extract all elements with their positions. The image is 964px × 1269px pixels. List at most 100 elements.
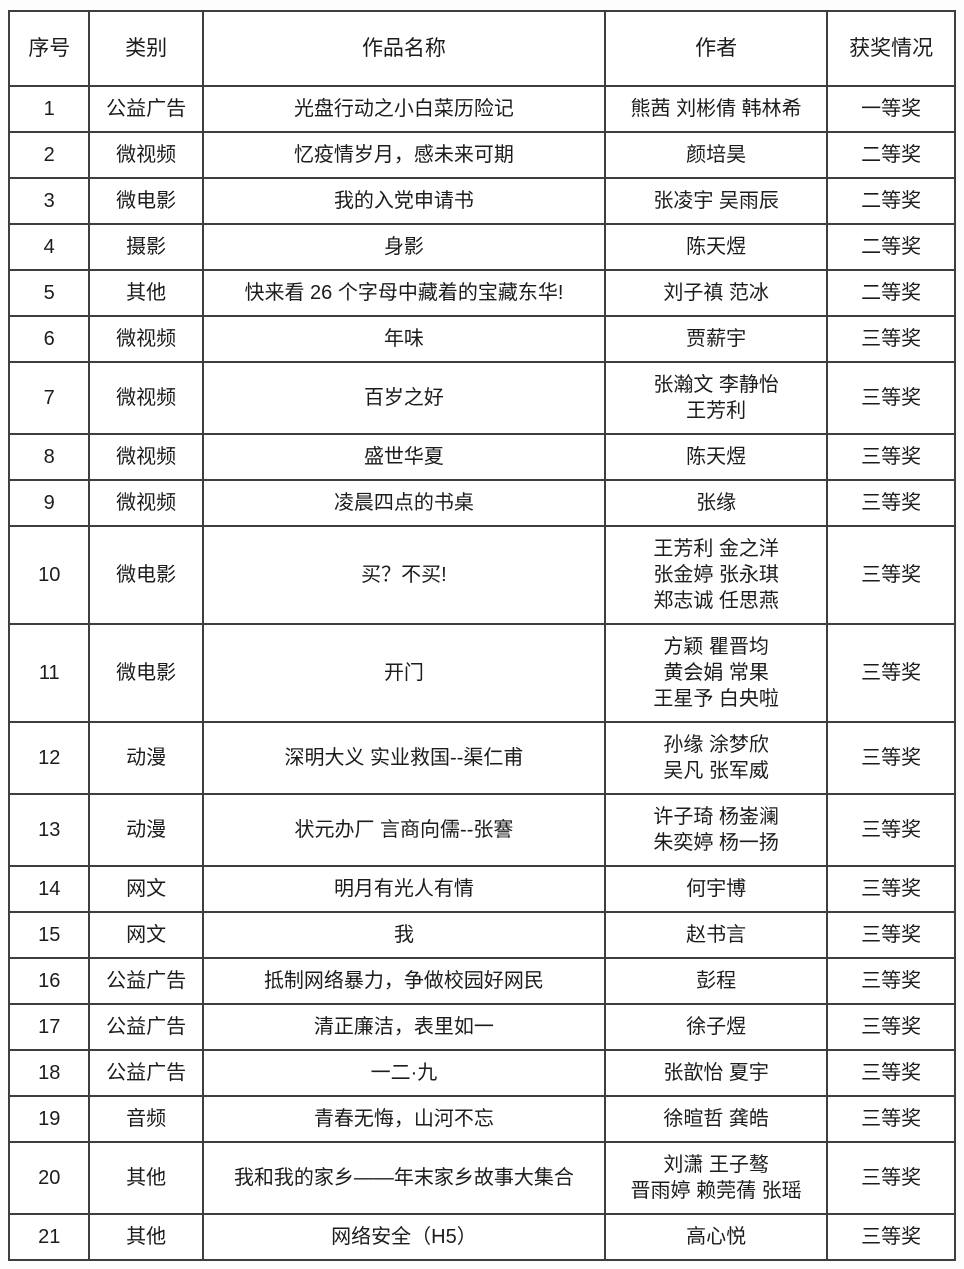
cell-authors: 刘子禛 范冰 [603, 269, 829, 318]
author-line: 张瀚文 李静怡 [653, 374, 779, 397]
header-cell-no: 序号 [7, 9, 91, 88]
table-row: 17 公益广告 清正廉洁，表里如一 徐子煜 三等奖 [7, 1003, 956, 1052]
table-row: 19 音频 青春无悔，山河不忘 徐暄哲 龚皓 三等奖 [7, 1095, 956, 1144]
cell-title: 忆疫情岁月，感未来可期 [201, 131, 606, 180]
table-row: 14 网文 明月有光人有情 何宇博 三等奖 [7, 865, 956, 914]
cell-category: 微视频 [88, 361, 204, 436]
cell-category: 其他 [88, 1141, 204, 1216]
table-row: 18 公益广告 一二·九 张歆怡 夏宇 三等奖 [7, 1049, 956, 1098]
author-line: 刘潇 王子骜 [663, 1154, 769, 1177]
table-row: 11 微电影 开门 方颖 瞿晋均 黄会娟 常果 王星予 白央啦 三等奖 [7, 623, 956, 724]
cell-authors: 何宇博 [603, 865, 829, 914]
author-line: 赵书言 [686, 924, 747, 947]
author-line: 朱奕婷 杨一扬 [653, 832, 779, 855]
table-row: 4 摄影 身影 陈天煜 二等奖 [7, 223, 956, 272]
cell-no: 6 [7, 315, 91, 364]
cell-no: 1 [7, 85, 91, 134]
cell-title: 盛世华夏 [201, 433, 606, 482]
cell-authors: 王芳利 金之洋 张金婷 张永琪 郑志诚 任思燕 [603, 525, 829, 626]
author-line: 张歆怡 夏宇 [663, 1062, 769, 1085]
cell-title: 清正廉洁，表里如一 [201, 1003, 606, 1052]
cell-award: 二等奖 [826, 177, 956, 226]
cell-authors: 张瀚文 李静怡 王芳利 [603, 361, 829, 436]
author-line: 高心悦 [686, 1226, 747, 1249]
cell-award: 三等奖 [826, 315, 956, 364]
table-row: 7 微视频 百岁之好 张瀚文 李静怡 王芳利 三等奖 [7, 361, 956, 436]
cell-title: 开门 [201, 623, 606, 724]
cell-no: 7 [7, 361, 91, 436]
cell-title: 青春无悔，山河不忘 [201, 1095, 606, 1144]
cell-title: 深明大义 实业救国--渠仁甫 [201, 721, 606, 796]
author-line: 贾薪宇 [686, 328, 747, 351]
cell-award: 三等奖 [826, 433, 956, 482]
table-row: 12 动漫 深明大义 实业救国--渠仁甫 孙缘 涂梦欣 吴凡 张军威 三等奖 [7, 721, 956, 796]
table-row: 20 其他 我和我的家乡——年末家乡故事大集合 刘潇 王子骜 晋雨婷 赖莞蒨 张瑶 三等奖 [7, 1141, 956, 1216]
cell-authors: 孙缘 涂梦欣 吴凡 张军威 [603, 721, 829, 796]
cell-category: 微视频 [88, 131, 204, 180]
cell-title: 网络安全（H5） [201, 1213, 606, 1262]
cell-award: 三等奖 [826, 525, 956, 626]
cell-no: 3 [7, 177, 91, 226]
cell-no: 4 [7, 223, 91, 272]
author-line: 张金婷 张永琪 [653, 564, 779, 587]
cell-award: 三等奖 [826, 957, 956, 1006]
cell-category: 公益广告 [88, 1049, 204, 1098]
cell-title: 光盘行动之小白菜历险记 [201, 85, 606, 134]
cell-no: 18 [7, 1049, 91, 1098]
header-cell-category: 类别 [88, 9, 204, 88]
cell-authors: 刘潇 王子骜 晋雨婷 赖莞蒨 张瑶 [603, 1141, 829, 1216]
author-line: 熊茜 刘彬倩 韩林希 [630, 98, 802, 121]
header-cell-authors: 作者 [603, 9, 829, 88]
cell-award: 三等奖 [826, 623, 956, 724]
table-row: 10 微电影 买？不买! 王芳利 金之洋 张金婷 张永琪 郑志诚 任思燕 三等奖 [7, 525, 956, 626]
author-line: 许子琦 杨崟澜 [653, 806, 779, 829]
cell-authors: 贾薪宇 [603, 315, 829, 364]
author-line: 王芳利 金之洋 [653, 538, 779, 561]
cell-title: 我和我的家乡——年末家乡故事大集合 [201, 1141, 606, 1216]
table-row: 1 公益广告 光盘行动之小白菜历险记 熊茜 刘彬倩 韩林希 一等奖 [7, 85, 956, 134]
table-row: 9 微视频 凌晨四点的书桌 张缘 三等奖 [7, 479, 956, 528]
cell-award: 三等奖 [826, 1049, 956, 1098]
cell-award: 二等奖 [826, 223, 956, 272]
cell-title: 我的入党申请书 [201, 177, 606, 226]
table-row: 6 微视频 年味 贾薪宇 三等奖 [7, 315, 956, 364]
table-row: 16 公益广告 抵制网络暴力，争做校园好网民 彭程 三等奖 [7, 957, 956, 1006]
cell-title: 买？不买! [201, 525, 606, 626]
cell-no: 9 [7, 479, 91, 528]
cell-award: 三等奖 [826, 865, 956, 914]
cell-no: 16 [7, 957, 91, 1006]
author-line: 张缘 [696, 492, 737, 515]
table-body: 1 公益广告 光盘行动之小白菜历险记 熊茜 刘彬倩 韩林希 一等奖 2 微视频 忆疫情岁月，感… [7, 85, 956, 1262]
cell-category: 公益广告 [88, 85, 204, 134]
cell-title: 百岁之好 [201, 361, 606, 436]
cell-authors: 徐子煜 [603, 1003, 829, 1052]
header-cell-title: 作品名称 [201, 9, 606, 88]
cell-award: 三等奖 [826, 1213, 956, 1262]
table-row: 5 其他 快来看 26 个字母中藏着的宝藏东华! 刘子禛 范冰 二等奖 [7, 269, 956, 318]
cell-category: 公益广告 [88, 1003, 204, 1052]
cell-award: 三等奖 [826, 1095, 956, 1144]
author-line: 吴凡 张军威 [663, 760, 769, 783]
cell-category: 微视频 [88, 479, 204, 528]
cell-no: 12 [7, 721, 91, 796]
cell-award: 二等奖 [826, 269, 956, 318]
cell-authors: 张凌宇 吴雨辰 [603, 177, 829, 226]
cell-authors: 张歆怡 夏宇 [603, 1049, 829, 1098]
table-row: 2 微视频 忆疫情岁月，感未来可期 颜培昊 二等奖 [7, 131, 956, 180]
table-row: 8 微视频 盛世华夏 陈天煜 三等奖 [7, 433, 956, 482]
cell-no: 15 [7, 911, 91, 960]
cell-title: 快来看 26 个字母中藏着的宝藏东华! [201, 269, 606, 318]
cell-category: 摄影 [88, 223, 204, 272]
cell-award: 三等奖 [826, 1003, 956, 1052]
cell-title: 一二·九 [201, 1049, 606, 1098]
cell-category: 微视频 [88, 433, 204, 482]
cell-no: 20 [7, 1141, 91, 1216]
cell-authors: 方颖 瞿晋均 黄会娟 常果 王星予 白央啦 [603, 623, 829, 724]
cell-category: 动漫 [88, 793, 204, 868]
cell-authors: 赵书言 [603, 911, 829, 960]
cell-authors: 许子琦 杨崟澜 朱奕婷 杨一扬 [603, 793, 829, 868]
cell-authors: 彭程 [603, 957, 829, 1006]
cell-title: 身影 [201, 223, 606, 272]
cell-award: 三等奖 [826, 721, 956, 796]
cell-category: 动漫 [88, 721, 204, 796]
